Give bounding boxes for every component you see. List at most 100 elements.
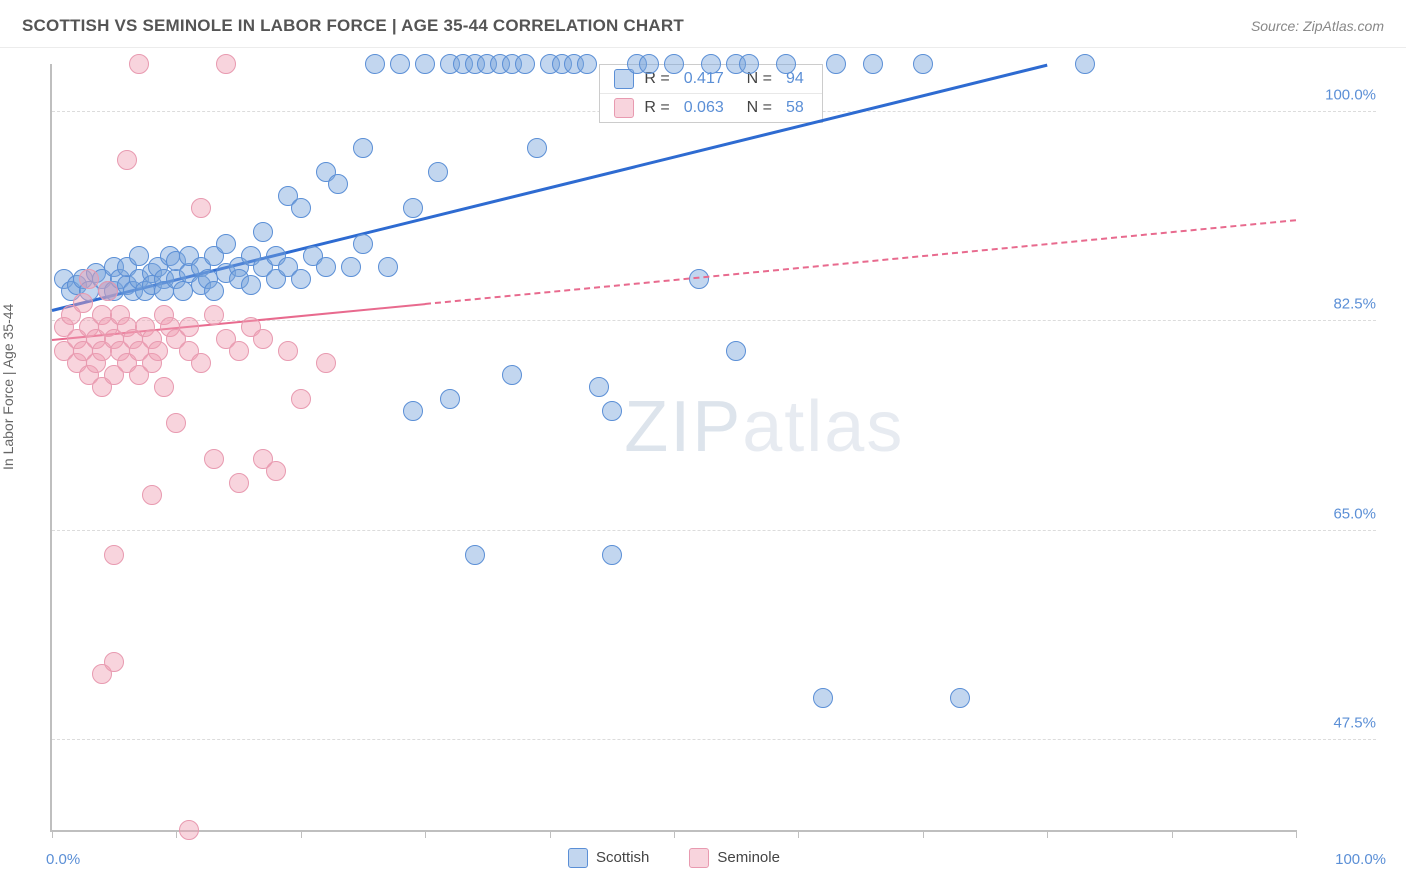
data-point	[241, 275, 261, 295]
data-point	[129, 54, 149, 74]
data-point	[104, 545, 124, 565]
data-point	[73, 293, 93, 313]
chart-source: Source: ZipAtlas.com	[1251, 18, 1384, 34]
legend-swatch	[689, 848, 709, 868]
x-max-label: 100.0%	[1335, 851, 1386, 868]
data-point	[341, 257, 361, 277]
gridline	[52, 530, 1376, 531]
data-point	[291, 269, 311, 289]
data-point	[204, 449, 224, 469]
x-tick-mark	[425, 830, 426, 838]
y-tick-label: 65.0%	[1333, 505, 1376, 522]
data-point	[216, 54, 236, 74]
x-tick-mark	[550, 830, 551, 838]
data-point	[664, 54, 684, 74]
stats-row: R = 0.063 N = 58	[600, 94, 821, 122]
data-point	[104, 652, 124, 672]
data-point	[154, 377, 174, 397]
stats-r-label: R =	[644, 99, 669, 117]
data-point	[142, 485, 162, 505]
data-point	[726, 341, 746, 361]
data-point	[353, 138, 373, 158]
data-point	[863, 54, 883, 74]
watermark-suffix: atlas	[742, 387, 904, 467]
data-point	[378, 257, 398, 277]
series-legend: Scottish Seminole	[52, 848, 1296, 868]
data-point	[253, 329, 273, 349]
data-point	[204, 305, 224, 325]
legend-swatch	[568, 848, 588, 868]
stats-n-label: N =	[738, 99, 772, 117]
data-point	[253, 222, 273, 242]
data-point	[148, 341, 168, 361]
data-point	[291, 198, 311, 218]
x-tick-mark	[798, 830, 799, 838]
chart-title: SCOTTISH VS SEMINOLE IN LABOR FORCE | AG…	[22, 16, 684, 36]
data-point	[813, 688, 833, 708]
data-point	[316, 257, 336, 277]
data-point	[365, 54, 385, 74]
data-point	[826, 54, 846, 74]
x-tick-mark	[176, 830, 177, 838]
data-point	[179, 317, 199, 337]
trend-line	[425, 220, 1296, 306]
stats-swatch	[614, 98, 634, 118]
data-point	[502, 365, 522, 385]
legend-item: Scottish	[568, 848, 649, 868]
data-point	[278, 341, 298, 361]
stats-n-value: 58	[786, 99, 804, 117]
x-tick-mark	[1047, 830, 1048, 838]
data-point	[216, 234, 236, 254]
data-point	[291, 389, 311, 409]
data-point	[98, 281, 118, 301]
data-point	[689, 269, 709, 289]
data-point	[191, 353, 211, 373]
data-point	[428, 162, 448, 182]
data-point	[229, 473, 249, 493]
data-point	[913, 54, 933, 74]
data-point	[739, 54, 759, 74]
data-point	[639, 54, 659, 74]
y-axis-label: In Labor Force | Age 35-44	[0, 304, 16, 470]
data-point	[353, 234, 373, 254]
gridline	[52, 739, 1376, 740]
y-tick-label: 82.5%	[1333, 296, 1376, 313]
data-point	[403, 401, 423, 421]
x-tick-mark	[1296, 830, 1297, 838]
data-point	[701, 54, 721, 74]
data-point	[403, 198, 423, 218]
data-point	[415, 54, 435, 74]
data-point	[166, 413, 186, 433]
data-point	[229, 341, 249, 361]
data-point	[776, 54, 796, 74]
legend-label: Seminole	[717, 849, 780, 866]
data-point	[316, 353, 336, 373]
data-point	[266, 461, 286, 481]
stats-r-value: 0.063	[684, 99, 724, 117]
chart-area: In Labor Force | Age 35-44 ZIPatlas 47.5…	[0, 48, 1406, 892]
data-point	[465, 545, 485, 565]
y-tick-label: 47.5%	[1333, 715, 1376, 732]
data-point	[589, 377, 609, 397]
legend-label: Scottish	[596, 849, 649, 866]
data-point	[179, 820, 199, 840]
data-point	[117, 150, 137, 170]
y-tick-label: 100.0%	[1325, 86, 1376, 103]
plot-region: ZIPatlas 47.5%65.0%82.5%100.0%0.0%100.0%…	[50, 64, 1296, 832]
data-point	[191, 198, 211, 218]
data-point	[602, 401, 622, 421]
legend-item: Seminole	[689, 848, 780, 868]
x-tick-mark	[923, 830, 924, 838]
data-point	[390, 54, 410, 74]
x-tick-mark	[1172, 830, 1173, 838]
x-tick-mark	[52, 830, 53, 838]
data-point	[173, 281, 193, 301]
data-point	[440, 389, 460, 409]
data-point	[527, 138, 547, 158]
data-point	[950, 688, 970, 708]
data-point	[515, 54, 535, 74]
watermark-prefix: ZIP	[624, 387, 742, 467]
x-tick-mark	[674, 830, 675, 838]
data-point	[602, 545, 622, 565]
x-tick-mark	[301, 830, 302, 838]
